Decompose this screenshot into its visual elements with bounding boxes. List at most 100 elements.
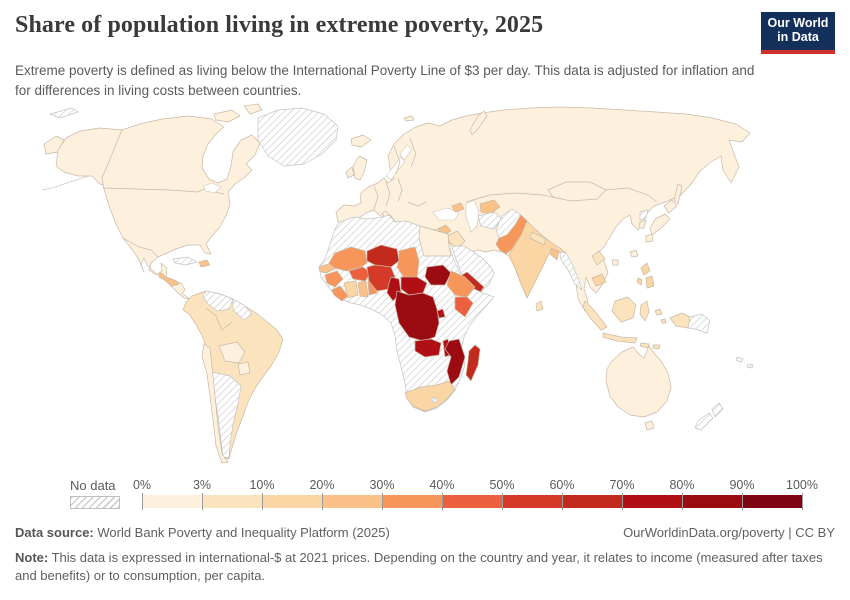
country-ghana[interactable] (357, 280, 369, 298)
country-uzbekistan[interactable] (479, 199, 501, 215)
legend-bin-5[interactable] (442, 495, 502, 509)
country-nepal[interactable] (529, 231, 547, 246)
owid-logo[interactable]: Our World in Data (761, 12, 835, 54)
logo-line-2: in Data (777, 30, 819, 44)
country-sri-lanka[interactable] (535, 300, 544, 312)
country-kenya[interactable] (454, 296, 474, 318)
country-egypt[interactable] (418, 225, 452, 257)
country-myanmar[interactable] (559, 251, 583, 291)
country-sakhalin[interactable] (673, 183, 683, 205)
country-mali[interactable] (328, 246, 368, 272)
country-north-america[interactable] (101, 115, 261, 300)
country-india[interactable] (508, 220, 567, 299)
country-japan-kyushu[interactable] (645, 233, 654, 243)
country-turkmenistan[interactable] (477, 211, 503, 230)
country-bolivia[interactable] (218, 341, 246, 364)
legend-tick-mark (562, 493, 563, 511)
country-venezuela[interactable] (202, 290, 234, 312)
no-data-swatch[interactable] (70, 496, 120, 510)
country-hainan[interactable] (611, 259, 619, 266)
footer-link[interactable]: OurWorldinData.org/poverty | CC BY (623, 525, 835, 541)
country-iceland[interactable] (350, 134, 372, 148)
country-north-korea[interactable] (639, 209, 649, 221)
country-dr-congo[interactable] (394, 290, 440, 342)
country-laos[interactable] (591, 250, 606, 266)
country-ireland[interactable] (345, 166, 355, 179)
legend-bin-1[interactable] (202, 495, 262, 509)
country-new-zealand[interactable] (694, 402, 724, 431)
legend-bin-9[interactable] (682, 495, 742, 509)
country-west-papua[interactable] (669, 312, 691, 329)
country-taiwan[interactable] (629, 249, 639, 258)
country-zambia[interactable] (414, 338, 442, 358)
country-south-korea[interactable] (638, 219, 647, 229)
country-central-america[interactable] (158, 271, 180, 287)
country-guinea[interactable] (324, 270, 344, 288)
legend-tick-mark (682, 493, 683, 511)
country-wrangel-sliver[interactable] (49, 107, 79, 119)
country-japan-honshu[interactable] (649, 213, 671, 236)
country-rwanda-burundi[interactable] (436, 308, 446, 319)
country-sierra-leone-liberia[interactable] (331, 285, 349, 302)
country-chile[interactable] (201, 343, 229, 464)
country-south-america[interactable] (182, 290, 284, 460)
legend-bin-7[interactable] (562, 495, 622, 509)
country-sumatra[interactable] (582, 300, 608, 331)
country-uk[interactable] (352, 155, 368, 181)
country-senegal[interactable] (318, 262, 336, 274)
country-south-africa[interactable] (404, 380, 456, 412)
country-bangladesh[interactable] (549, 247, 560, 261)
legend-bin-2[interactable] (262, 495, 322, 509)
country-cuba[interactable] (172, 256, 198, 266)
country-borneo[interactable] (611, 296, 637, 323)
legend-bin-0[interactable] (142, 495, 202, 509)
country-madagascar[interactable] (465, 344, 481, 382)
pacific-islands[interactable] (735, 356, 754, 369)
country-guyanas[interactable] (232, 298, 253, 321)
country-tasmania[interactable] (644, 420, 655, 431)
country-greenland[interactable] (257, 107, 339, 167)
country-ivory-coast[interactable] (343, 280, 359, 299)
country-caucasus[interactable] (451, 202, 465, 213)
country-japan-hokkaido[interactable] (663, 199, 678, 214)
world-map (0, 102, 850, 474)
legend-bin-3[interactable] (322, 495, 382, 509)
country-papua-new-guinea[interactable] (687, 313, 711, 334)
map-legend: No data 0% 3% 10% 20% 30% 40% 50% 60% 70% 80% 90% 1… (0, 474, 850, 511)
legend-bin-4[interactable] (382, 495, 442, 509)
note-label: Note: (15, 549, 49, 565)
country-moluccas[interactable] (654, 308, 667, 324)
country-svalbard[interactable] (403, 115, 415, 122)
country-lesotho[interactable] (431, 397, 438, 403)
country-south-sudan[interactable] (424, 264, 452, 286)
legend-tick-label: 50% (489, 478, 515, 493)
country-novaya-zemlya[interactable] (469, 110, 488, 136)
country-australia[interactable] (605, 345, 672, 418)
country-cambodia[interactable] (591, 273, 607, 287)
country-hispaniola[interactable] (198, 259, 211, 268)
country-java[interactable] (602, 332, 638, 344)
legend-bin-8[interactable] (622, 495, 682, 509)
country-burkina-faso[interactable] (348, 266, 372, 282)
legend-tick-mark (802, 493, 803, 511)
country-sulawesi[interactable] (639, 300, 650, 322)
legend-tick-mark (322, 493, 323, 511)
country-paraguay[interactable] (237, 361, 251, 376)
country-arctic-island-1[interactable] (213, 109, 241, 123)
legend-tick-mark (442, 493, 443, 511)
country-iraq[interactable] (446, 230, 466, 249)
page-title: Share of population living in extreme po… (15, 12, 544, 38)
country-philippines[interactable] (636, 262, 655, 289)
country-arctic-island-2[interactable] (243, 103, 263, 115)
data-source-text: World Bank Poverty and Inequality Platfo… (93, 525, 390, 541)
chart-subtitle: Extreme poverty is defined as living bel… (15, 63, 755, 98)
country-argentina[interactable] (211, 371, 242, 459)
legend-bin-6[interactable] (502, 495, 562, 509)
legend-tick-label: 70% (609, 478, 635, 493)
black-sea (432, 207, 460, 221)
legend-bin-10[interactable] (742, 495, 802, 509)
country-niger[interactable] (366, 244, 400, 268)
choropleth-map[interactable] (0, 102, 850, 474)
legend-tick-mark (382, 493, 383, 511)
note-text: This data is expressed in international-… (15, 549, 823, 584)
